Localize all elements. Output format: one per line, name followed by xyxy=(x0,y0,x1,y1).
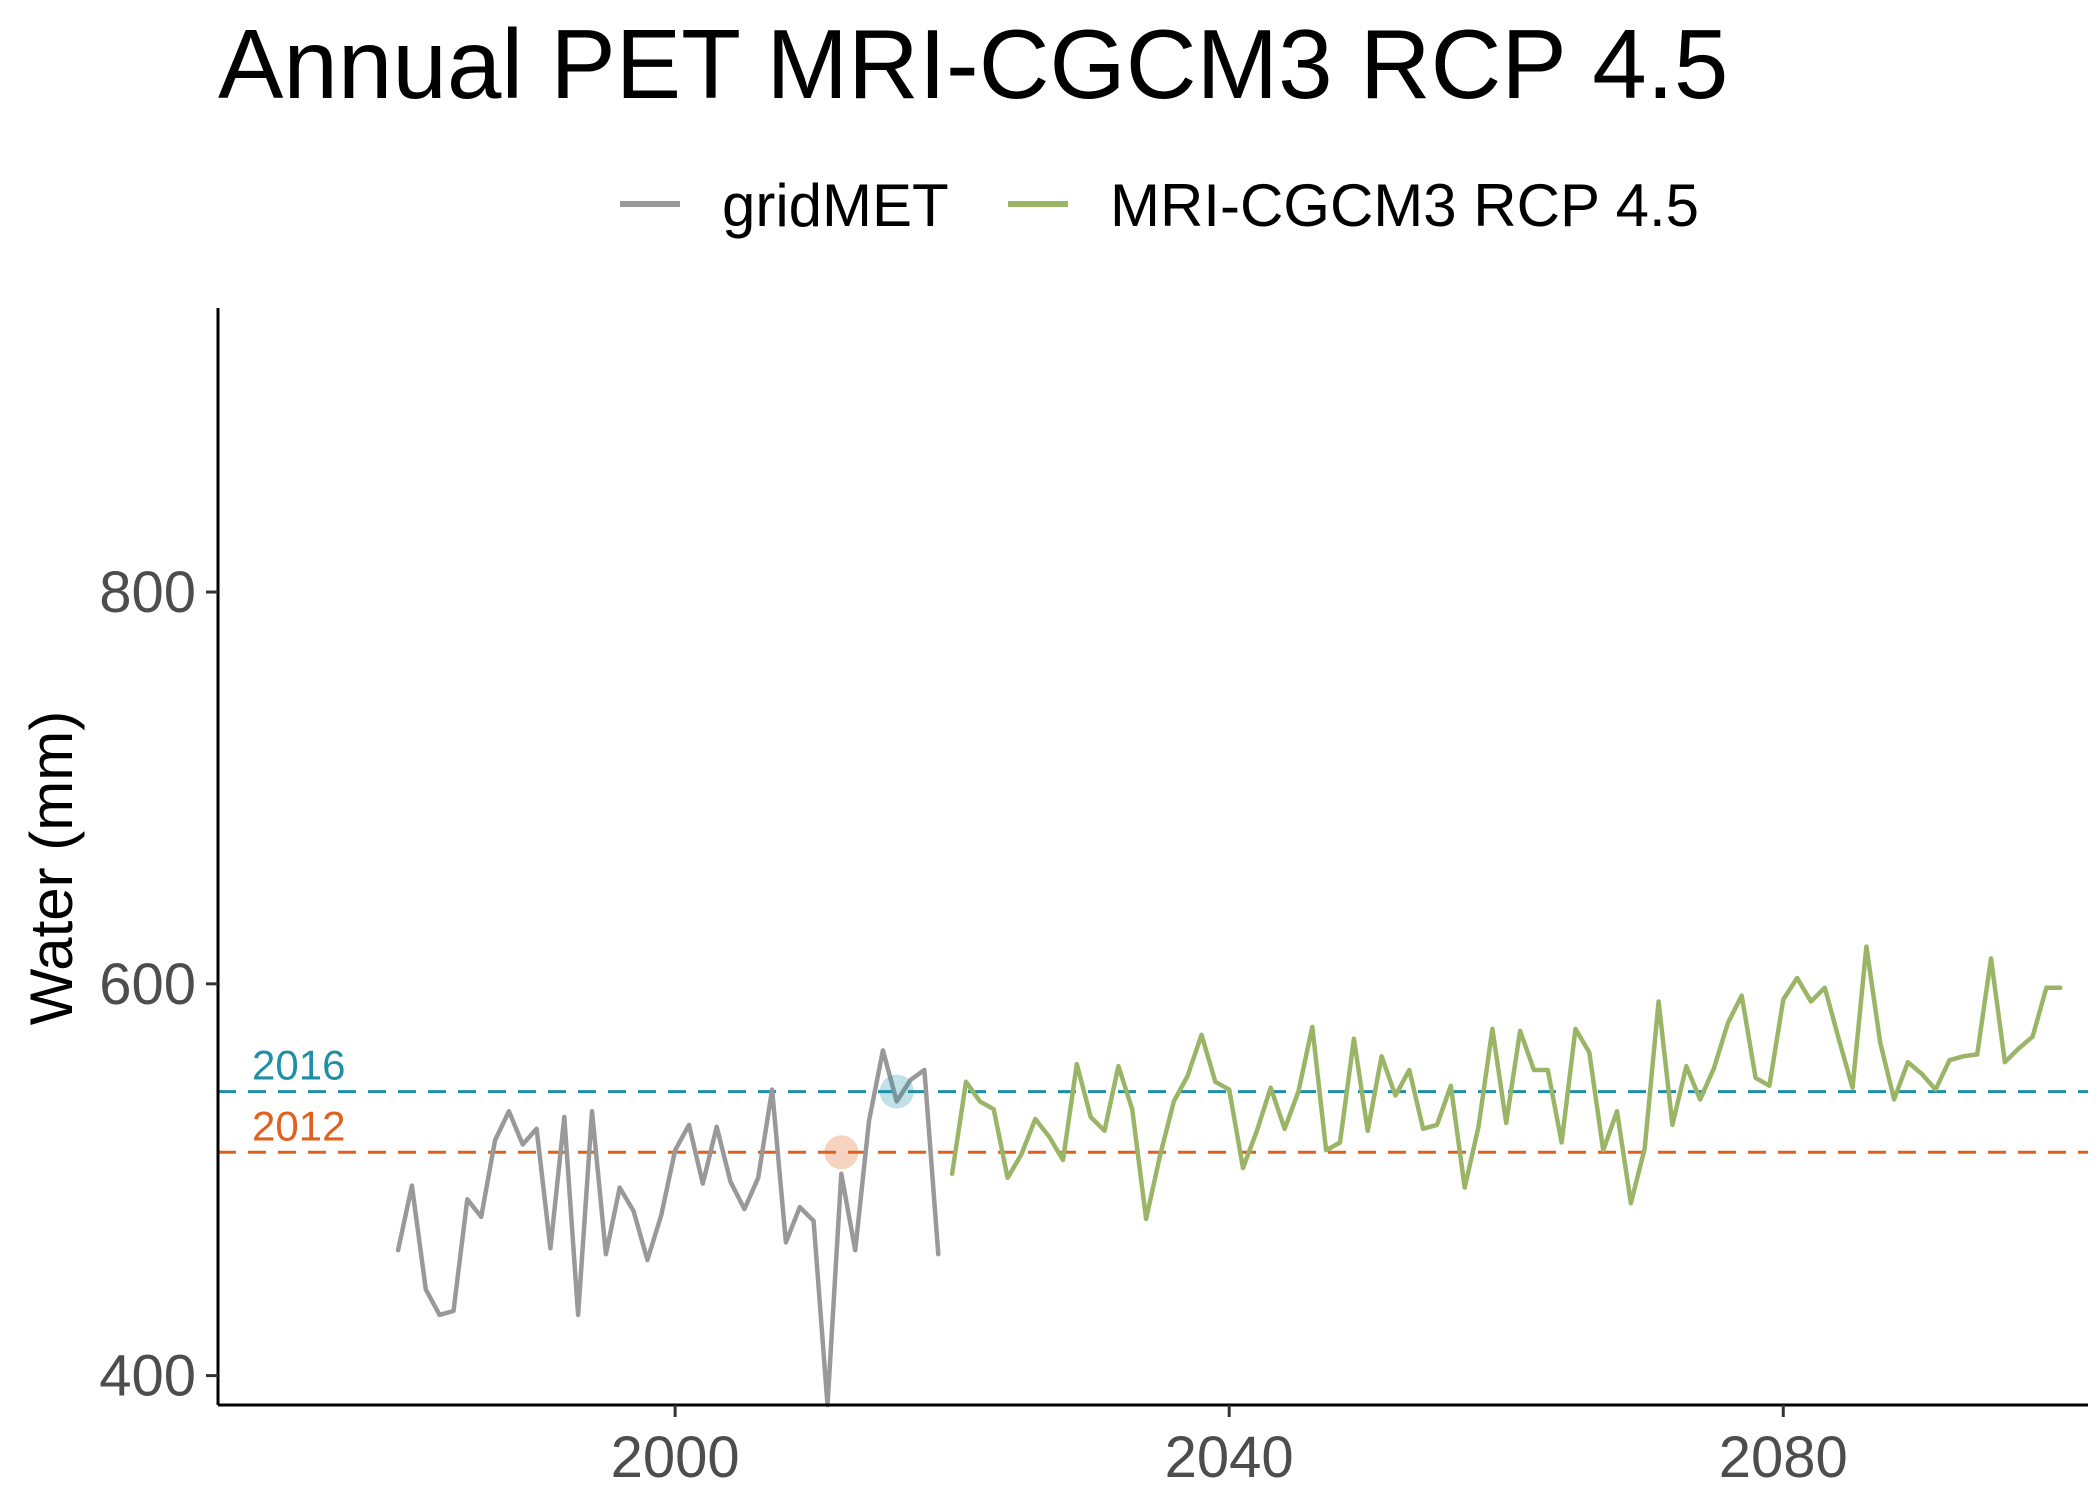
legend-label-gridmet: gridMET xyxy=(722,172,949,239)
chart-title: Annual PET MRI-CGCM3 RCP 4.5 xyxy=(218,9,1728,119)
y-tick-label: 800 xyxy=(99,560,196,625)
legend-label-mri-cgcm3: MRI-CGCM3 RCP 4.5 xyxy=(1110,172,1699,239)
y-axis-title: Water (mm) xyxy=(18,711,85,1025)
highlight-marker-2012 xyxy=(824,1135,859,1170)
x-tick-label: 2040 xyxy=(1165,1425,1294,1490)
legend: gridMET MRI-CGCM3 RCP 4.5 xyxy=(620,172,1699,239)
reference-label-2016: 2016 xyxy=(252,1042,345,1089)
highlight-marker-2016 xyxy=(879,1074,914,1109)
y-tick-label: 600 xyxy=(99,952,196,1017)
reference-label-2012: 2012 xyxy=(252,1102,345,1149)
y-tick-label: 400 xyxy=(99,1344,196,1409)
series-line-mri-cgcm3-rcp-4-5 xyxy=(949,944,2063,1222)
plot-area: 2016 2012 400 600 800 2000 2040 2080 xyxy=(99,308,2088,1490)
series-line-gridmet xyxy=(395,1048,941,1408)
x-tick-label: 2000 xyxy=(611,1425,740,1490)
x-tick-label: 2080 xyxy=(1719,1425,1848,1490)
